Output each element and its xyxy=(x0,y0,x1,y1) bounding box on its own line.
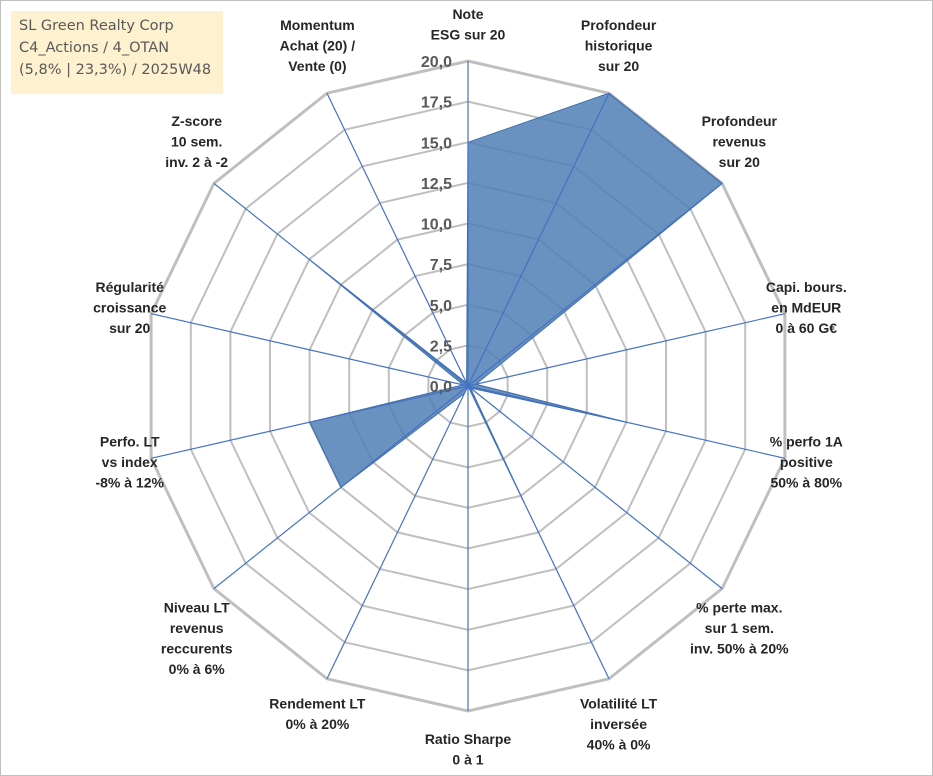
axis-label-line: sur 20 xyxy=(719,154,760,170)
axis-spoke xyxy=(467,182,723,387)
tick-label: 15,0 xyxy=(421,135,452,152)
axis-label-line: Perfo. LT xyxy=(100,434,160,450)
axis-label-line: 0% à 6% xyxy=(169,661,226,677)
axis-label-line: Capi. bours. xyxy=(766,279,847,295)
axis-spoke xyxy=(326,385,469,680)
axis-label: Profondeur revenus sur 20 xyxy=(702,113,778,170)
radial-tick-labels: 0,0 2,5 5,0 7,5 10,0 12,5 15,0 17,5 20,0 xyxy=(421,54,452,396)
tick-label: 5,0 xyxy=(430,298,452,315)
axis-spoke xyxy=(150,385,469,459)
axis-spoke xyxy=(213,182,469,387)
axis-label-line: Niveau LT xyxy=(164,599,230,615)
chart-title-box: SL Green Realty Corp C4_Actions / 4_OTAN… xyxy=(11,11,223,94)
tick-label: 0,0 xyxy=(430,379,452,396)
axis-label: Ratio Sharpe 0 à 1 xyxy=(425,731,512,768)
axis-label-line: % perte max. xyxy=(696,599,782,615)
axis-label-line: croissance xyxy=(93,300,166,316)
axis-label: Perfo. LT vs index -8% à 12% xyxy=(95,434,164,491)
axis-label: Rendement LT 0% à 20% xyxy=(269,696,366,733)
axis-label-line: 0% à 20% xyxy=(285,716,349,732)
axis-spoke xyxy=(467,385,786,459)
axis-label-line: 40% à 0% xyxy=(587,737,651,753)
tick-label: 12,5 xyxy=(421,176,452,193)
tick-label: 10,0 xyxy=(421,217,452,234)
axis-label-line: Volatilité LT xyxy=(580,696,658,712)
axis-label-line: inv. 50% à 20% xyxy=(690,640,789,656)
axis-label-line: historique xyxy=(585,37,653,53)
axis-label-line: vs index xyxy=(102,454,158,470)
tick-label: 17,5 xyxy=(421,95,452,112)
axis-label: % perfo 1A positive 50% à 80% xyxy=(770,434,843,491)
axis-label-line: revenus xyxy=(170,620,224,636)
axis-label-line: Vente (0) xyxy=(288,58,346,74)
axis-label-line: reccurents xyxy=(161,640,233,656)
axis-label-line: Rendement LT xyxy=(269,696,366,712)
axis-label-line: en MdEUR xyxy=(771,300,841,316)
axis-label: Régularité croissance sur 20 xyxy=(93,279,166,336)
axis-label-line: 10 sem. xyxy=(171,134,222,150)
axis-label-line: Momentum xyxy=(280,17,355,33)
axis-label: Volatilité LT inversée 40% à 0% xyxy=(580,696,658,753)
axis-label-line: inversée xyxy=(590,716,647,732)
axis-label-line: 50% à 80% xyxy=(770,475,842,491)
axis-spoke xyxy=(467,313,786,387)
axis-label-line: sur 20 xyxy=(598,58,639,74)
axis-label-line: Z-score xyxy=(171,113,222,129)
axis-label: Profondeur historique sur 20 xyxy=(581,17,657,74)
axis-label: Momentum Achat (20) / Vente (0) xyxy=(280,17,356,74)
axis-label: Note ESG sur 20 xyxy=(431,6,506,43)
axis-label-line: revenus xyxy=(712,134,766,150)
axis-label-line: Profondeur xyxy=(581,17,657,33)
axis-label-line: sur 20 xyxy=(109,320,150,336)
axis-label: Z-score 10 sem. inv. 2 à -2 xyxy=(165,113,228,170)
axis-spoke xyxy=(467,92,610,387)
axis-label: Capi. bours. en MdEUR 0 à 60 G€ xyxy=(766,279,847,336)
axis-label-line: inv. 2 à -2 xyxy=(165,154,228,170)
axis-label-line: positive xyxy=(780,454,833,470)
axis-label-line: 0 à 1 xyxy=(452,752,483,768)
axis-label-line: % perfo 1A xyxy=(770,434,843,450)
title-line-period: (5,8% | 23,3%) / 2025W48 xyxy=(19,62,212,78)
axis-spoke xyxy=(467,385,610,680)
axis-label-line: 0 à 60 G€ xyxy=(776,320,838,336)
axis-label-line: ESG sur 20 xyxy=(431,27,506,43)
axis-spoke xyxy=(467,385,723,590)
axis-spoke xyxy=(150,313,469,387)
axis-labels: Note ESG sur 20 Profondeur historique sur 20… xyxy=(93,6,847,768)
axis-label-line: -8% à 12% xyxy=(95,475,164,491)
radar-axes xyxy=(150,61,786,711)
tick-label: 7,5 xyxy=(430,257,452,274)
tick-label: 20,0 xyxy=(421,54,452,71)
axis-label-line: Achat (20) / xyxy=(280,37,356,53)
axis-label: % perte max. sur 1 sem. inv. 50% à 20% xyxy=(690,599,789,656)
axis-label-line: Profondeur xyxy=(702,113,778,129)
axis-label-line: Note xyxy=(452,6,483,22)
axis-label: Niveau LT revenus reccurents 0% à 6% xyxy=(161,599,233,677)
axis-label-line: sur 1 sem. xyxy=(705,620,774,636)
title-line-category: C4_Actions / 4_OTAN xyxy=(19,40,170,56)
axis-spoke xyxy=(213,385,469,590)
title-line-company: SL Green Realty Corp xyxy=(19,18,174,34)
tick-label: 2,5 xyxy=(430,338,452,355)
axis-spoke xyxy=(326,92,469,387)
axis-label-line: Régularité xyxy=(95,279,164,295)
axis-label-line: Ratio Sharpe xyxy=(425,731,512,747)
